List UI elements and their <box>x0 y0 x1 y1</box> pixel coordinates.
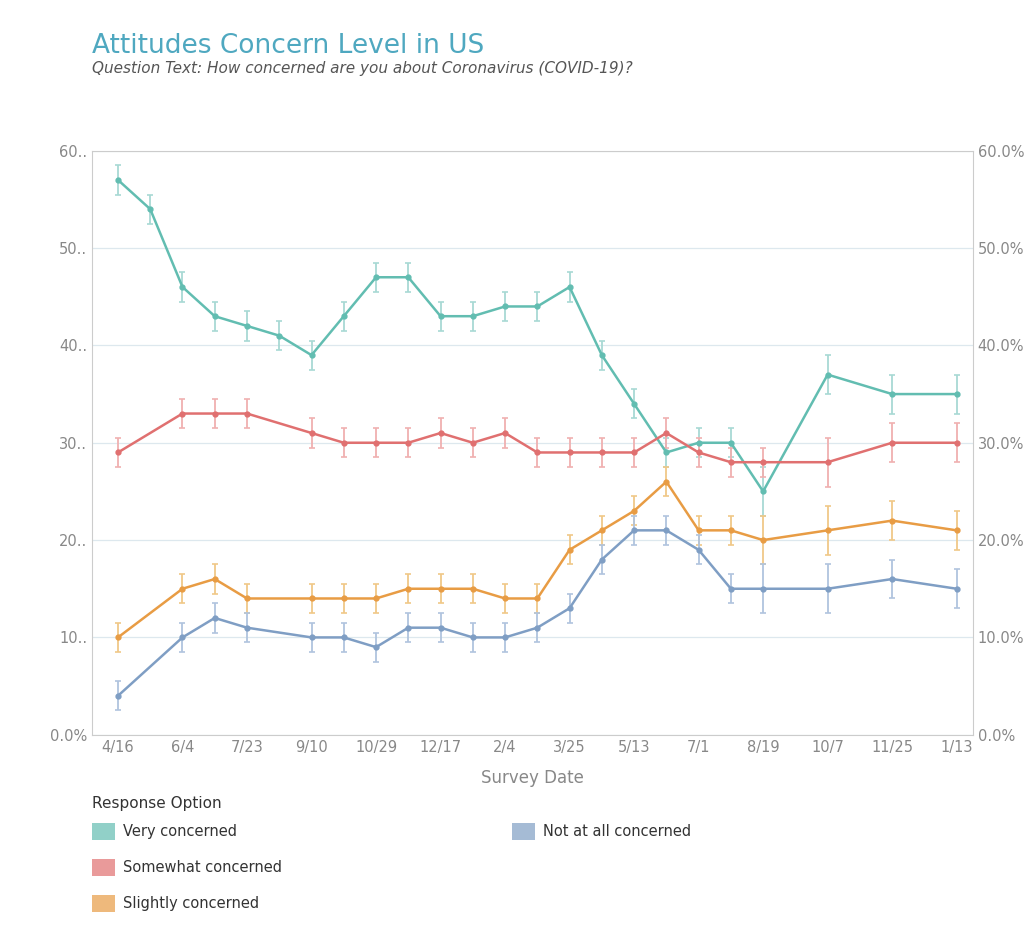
Text: Somewhat concerned: Somewhat concerned <box>123 860 282 875</box>
X-axis label: Survey Date: Survey Date <box>481 769 584 787</box>
Text: Attitudes Concern Level in US: Attitudes Concern Level in US <box>92 33 484 59</box>
Text: Question Text: How concerned are you about Coronavirus (COVID-19)?: Question Text: How concerned are you abo… <box>92 61 633 76</box>
Text: Not at all concerned: Not at all concerned <box>543 824 691 839</box>
Text: Slightly concerned: Slightly concerned <box>123 896 259 911</box>
Text: Very concerned: Very concerned <box>123 824 237 839</box>
Text: Response Option: Response Option <box>92 796 222 811</box>
